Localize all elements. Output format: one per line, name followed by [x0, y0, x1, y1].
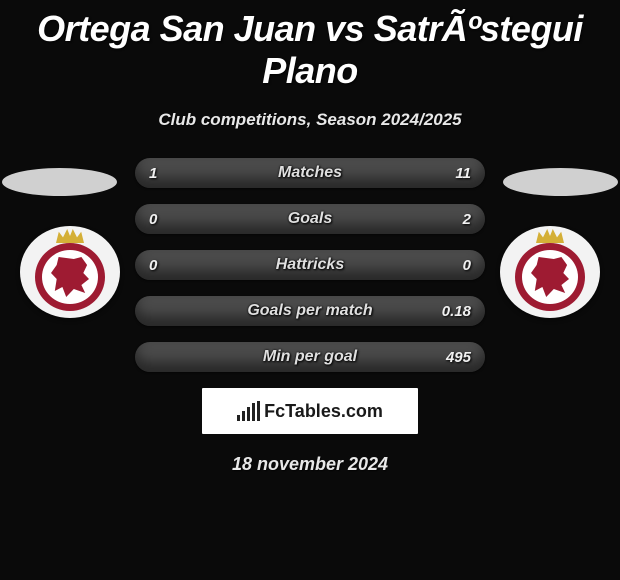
crown-icon	[536, 229, 564, 243]
stat-bars: 1 Matches 11 0 Goals 2 0 Hattricks 0 Goa…	[135, 158, 485, 372]
stat-label: Goals	[288, 210, 332, 228]
crown-icon	[56, 229, 84, 243]
stat-label: Goals per match	[247, 302, 372, 320]
stat-value-left: 0	[149, 250, 157, 280]
club-badge-left	[20, 226, 120, 318]
stat-value-right: 11	[455, 158, 471, 188]
stat-label: Hattricks	[276, 256, 344, 274]
player-left-oval	[2, 168, 117, 196]
page-title: Ortega San Juan vs SatrÃºstegui Plano	[0, 0, 620, 92]
club-badge-right	[500, 226, 600, 318]
branding-text: FcTables.com	[264, 401, 383, 422]
stat-value-right: 0	[463, 250, 471, 280]
stat-label: Min per goal	[263, 348, 357, 366]
subtitle: Club competitions, Season 2024/2025	[0, 110, 620, 130]
club-crest-left	[35, 233, 105, 311]
stat-value-left: 1	[149, 158, 157, 188]
stat-value-right: 495	[446, 342, 471, 372]
stat-value-left: 0	[149, 204, 157, 234]
date-label: 18 november 2024	[0, 454, 620, 475]
branding-plate[interactable]: FcTables.com	[202, 388, 418, 434]
stat-row-min-per-goal: Min per goal 495	[135, 342, 485, 372]
comparison-stage: 1 Matches 11 0 Goals 2 0 Hattricks 0 Goa…	[0, 158, 620, 372]
player-right-oval	[503, 168, 618, 196]
branding-bars-icon	[237, 401, 260, 421]
club-crest-right	[515, 233, 585, 311]
stat-row-matches: 1 Matches 11	[135, 158, 485, 188]
stat-label: Matches	[278, 164, 342, 182]
stat-row-hattricks: 0 Hattricks 0	[135, 250, 485, 280]
stat-row-goals-per-match: Goals per match 0.18	[135, 296, 485, 326]
stat-value-right: 2	[463, 204, 471, 234]
stat-value-right: 0.18	[442, 296, 471, 326]
stat-row-goals: 0 Goals 2	[135, 204, 485, 234]
